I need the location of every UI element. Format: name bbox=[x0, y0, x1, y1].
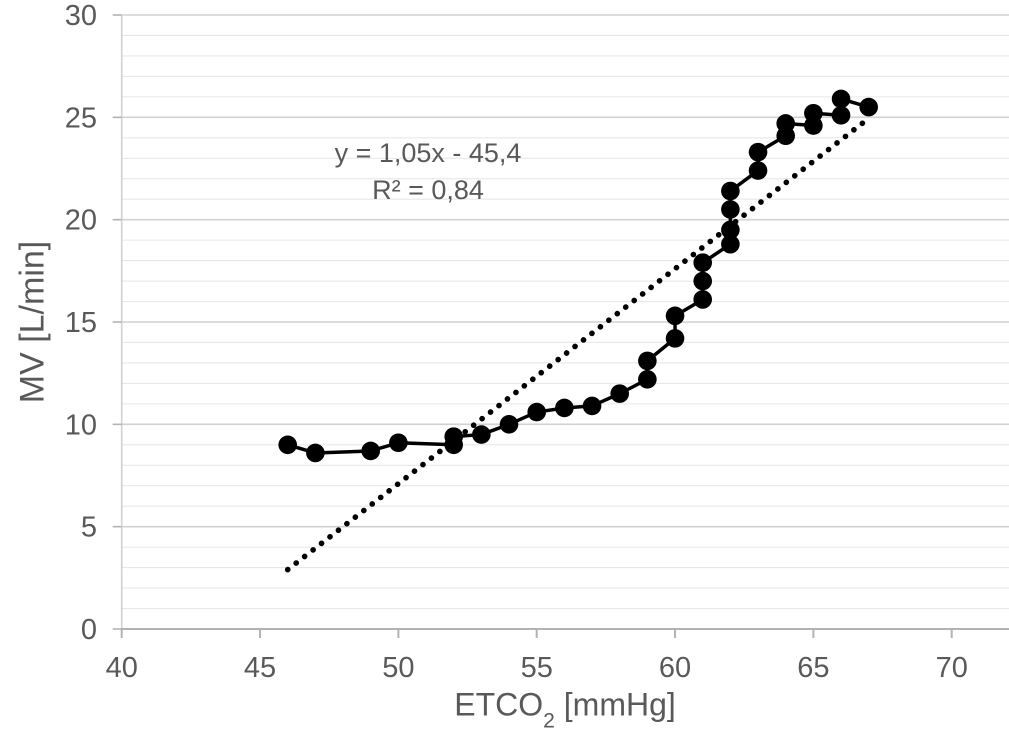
x-axis-title-main: ETCO bbox=[454, 686, 544, 723]
data-point bbox=[555, 398, 574, 418]
data-point bbox=[527, 402, 547, 422]
data-point bbox=[278, 435, 298, 455]
data-point bbox=[361, 441, 381, 461]
data-point bbox=[665, 306, 685, 326]
data-point bbox=[831, 89, 851, 109]
y-tick-label: 25 bbox=[65, 102, 97, 134]
data-point bbox=[306, 443, 325, 463]
y-tick-label: 0 bbox=[81, 614, 97, 646]
x-tick-label: 45 bbox=[244, 652, 276, 684]
x-tick-label: 60 bbox=[659, 652, 691, 684]
trendline-r-squared: R² = 0,84 bbox=[372, 175, 484, 205]
y-axis-title: MV [L/min] bbox=[14, 241, 53, 403]
y-tick-label: 5 bbox=[81, 512, 97, 544]
data-point bbox=[721, 200, 740, 219]
x-axis-title-subscript: 2 bbox=[543, 709, 555, 733]
data-point bbox=[831, 105, 851, 125]
data-point bbox=[748, 142, 768, 162]
data-point bbox=[389, 433, 408, 453]
data-point bbox=[610, 384, 630, 403]
y-tick-label: 10 bbox=[65, 409, 97, 441]
y-axis-title-text: MV [L/min] bbox=[13, 240, 52, 404]
data-point bbox=[665, 329, 685, 348]
data-point bbox=[776, 114, 796, 133]
y-tick-label: 30 bbox=[65, 0, 97, 32]
data-point bbox=[721, 220, 740, 240]
data-point bbox=[693, 290, 713, 309]
x-tick-label: 50 bbox=[382, 652, 414, 684]
data-point bbox=[804, 103, 823, 123]
data-point bbox=[638, 351, 657, 371]
trendline-dotted bbox=[284, 117, 869, 573]
x-tick-label: 40 bbox=[106, 652, 138, 684]
trendline-equation: y = 1,05x - 45,4 bbox=[334, 138, 522, 168]
x-tick-label: 55 bbox=[521, 652, 553, 684]
data-point bbox=[693, 253, 713, 272]
data-point bbox=[748, 161, 768, 180]
x-tick-label: 65 bbox=[797, 652, 829, 684]
data-point bbox=[499, 415, 519, 434]
x-axis-title-unit: [mmHg] bbox=[554, 686, 676, 723]
y-tick-label: 15 bbox=[65, 307, 97, 339]
x-axis-title: ETCO2 [mmHg] bbox=[454, 686, 676, 732]
data-point bbox=[582, 396, 602, 416]
data-point bbox=[472, 425, 491, 444]
data-point bbox=[859, 97, 879, 117]
y-tick-label: 20 bbox=[65, 205, 97, 237]
data-point bbox=[638, 370, 657, 389]
data-point bbox=[721, 181, 740, 201]
data-point bbox=[693, 271, 713, 291]
data-point bbox=[444, 427, 464, 446]
data-point bbox=[721, 234, 740, 254]
trendline-annotation: y = 1,05x - 45,4 R² = 0,84 bbox=[335, 135, 522, 209]
x-tick-label: 70 bbox=[936, 652, 968, 684]
